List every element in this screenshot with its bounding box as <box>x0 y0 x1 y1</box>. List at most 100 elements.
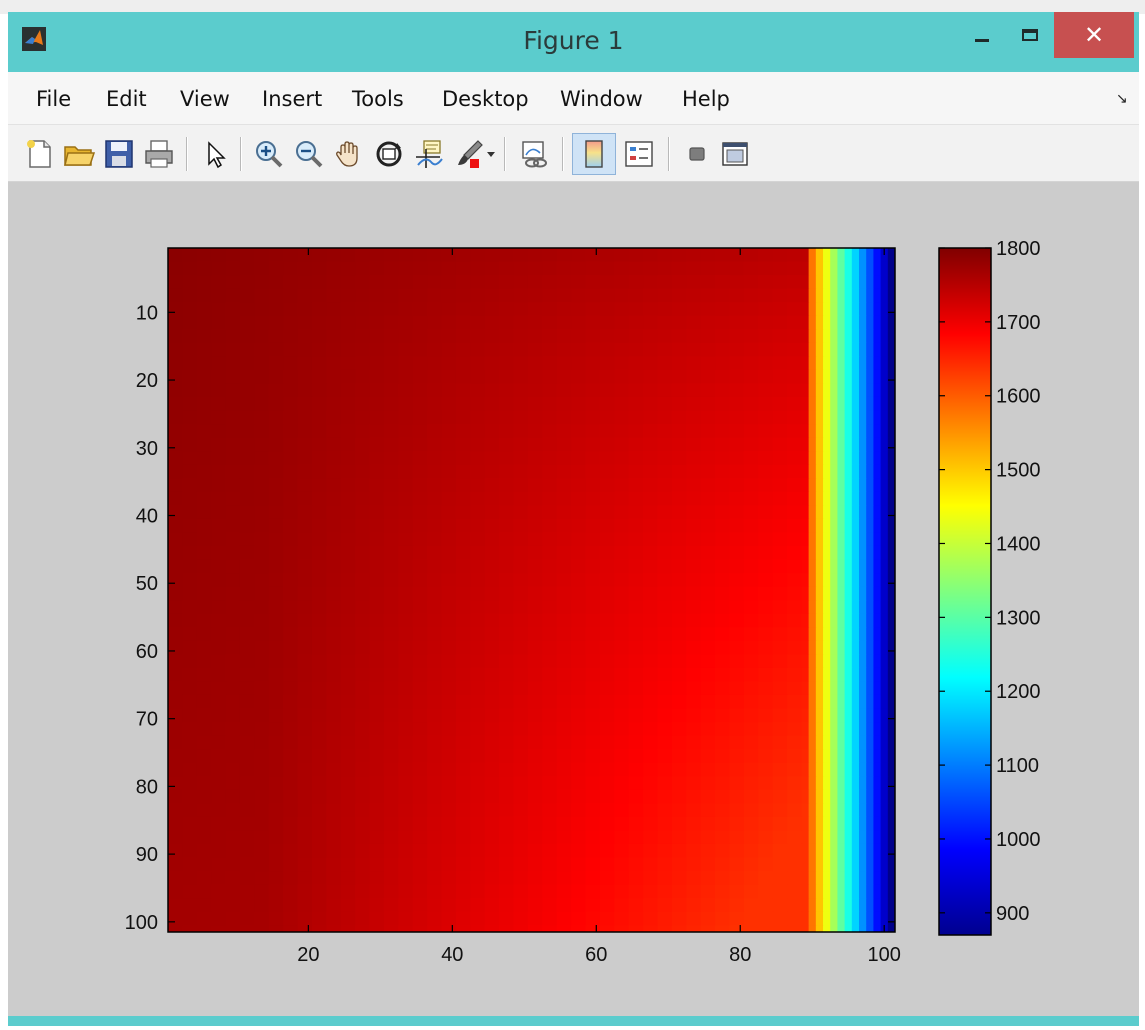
heatmap-cell <box>455 762 471 777</box>
heatmap-cell <box>513 911 529 926</box>
heatmap-cell <box>700 830 716 845</box>
heatmap-cell <box>585 843 601 859</box>
heatmap-cell <box>311 424 327 439</box>
menu-view[interactable]: View <box>180 87 230 111</box>
rotate-3d-icon[interactable] <box>372 137 406 171</box>
heatmap-cell <box>311 803 327 818</box>
data-cursor-icon[interactable] <box>412 137 446 171</box>
heatmap-cell <box>513 518 529 534</box>
heatmap-cell <box>441 925 457 932</box>
heatmap-cell <box>455 464 471 479</box>
link-plot-icon[interactable] <box>518 137 552 171</box>
heatmap-cell <box>801 871 810 886</box>
minimize-button[interactable] <box>958 12 1006 58</box>
heatmap-cell <box>657 464 673 479</box>
new-figure-icon[interactable] <box>22 137 56 171</box>
open-file-icon[interactable] <box>62 137 96 171</box>
heatmap-cell <box>700 816 716 832</box>
heatmap-cell <box>211 573 227 588</box>
dock-arrow-icon[interactable]: ↘ <box>1116 90 1128 106</box>
menu-tools[interactable]: Tools <box>352 87 404 111</box>
heatmap-cell <box>182 545 198 561</box>
heatmap-cell <box>369 925 385 932</box>
heatmap-cell <box>441 288 457 303</box>
heatmap-image[interactable] <box>168 248 896 939</box>
heatmap-cell <box>268 884 284 899</box>
heatmap-cell <box>527 803 543 818</box>
show-plot-tools-icon[interactable] <box>718 137 752 171</box>
print-icon[interactable] <box>142 137 176 171</box>
menu-desktop[interactable]: Desktop <box>442 87 529 111</box>
heatmap-cell <box>851 505 860 520</box>
colorbar[interactable] <box>938 247 992 936</box>
heatmap-cell <box>859 275 867 290</box>
heatmap-cell <box>887 342 895 357</box>
heatmap-cell <box>628 816 644 832</box>
heatmap-cell <box>211 464 227 479</box>
save-icon[interactable] <box>102 137 136 171</box>
menu-file[interactable]: File <box>36 87 72 111</box>
heatmap-cell <box>873 843 882 859</box>
heatmap-cell <box>657 735 673 750</box>
heatmap-cell <box>326 898 342 913</box>
insert-legend-icon[interactable] <box>622 137 656 171</box>
heatmap-cell <box>412 559 428 574</box>
heatmap-cell <box>686 600 702 615</box>
heatmap-cell <box>326 261 342 276</box>
heatmap-cell <box>643 342 659 357</box>
heatmap-cell <box>211 803 227 818</box>
heatmap-cell <box>671 573 687 588</box>
heatmap-cell <box>571 248 587 263</box>
menu-edit[interactable]: Edit <box>106 87 147 111</box>
pan-hand-icon[interactable] <box>332 137 366 171</box>
heatmap-cell <box>844 708 853 723</box>
heatmap-cell <box>808 451 817 466</box>
menu-window[interactable]: Window <box>560 87 643 111</box>
insert-colorbar-icon[interactable] <box>577 137 611 171</box>
heatmap-cell <box>527 749 543 764</box>
heatmap-cell <box>571 667 587 683</box>
heatmap-cell <box>211 654 227 669</box>
heatmap-cell <box>643 356 659 371</box>
heatmap-cell <box>556 735 572 750</box>
title-bar[interactable]: Figure 1 ✕ <box>8 12 1139 72</box>
heatmap-cell <box>484 640 500 655</box>
heatmap-cell <box>585 315 601 330</box>
heatmap-cell <box>340 803 356 818</box>
heatmap-cell <box>823 451 831 466</box>
heatmap-cell <box>484 586 500 601</box>
heatmap-cell <box>830 600 839 615</box>
heatmap-cell <box>470 396 486 412</box>
menu-insert[interactable]: Insert <box>262 87 323 111</box>
hide-plot-tools-icon[interactable] <box>680 137 714 171</box>
heatmap-cell <box>441 586 457 601</box>
heatmap-cell <box>700 857 716 872</box>
heatmap-cell <box>383 261 399 276</box>
menu-help[interactable]: Help <box>682 87 730 111</box>
brush-dropdown-icon[interactable] <box>484 137 498 171</box>
heatmap-cell <box>211 749 227 764</box>
heatmap-cell <box>866 830 875 845</box>
maximize-button[interactable] <box>1006 12 1054 58</box>
edit-plot-arrow-icon[interactable] <box>198 137 232 171</box>
heatmap-cell <box>254 749 270 764</box>
heatmap-cell <box>355 857 371 872</box>
heatmap-cell <box>470 735 486 750</box>
heatmap-cell <box>686 911 702 926</box>
heatmap-cell <box>455 424 471 439</box>
heatmap-cell <box>815 275 824 290</box>
heatmap-cell <box>499 722 515 737</box>
heatmap-cell <box>196 248 212 263</box>
zoom-in-icon[interactable] <box>252 137 286 171</box>
heatmap-cell <box>470 871 486 886</box>
zoom-out-icon[interactable] <box>292 137 326 171</box>
heatmap-cell <box>643 261 659 276</box>
brush-icon[interactable] <box>452 137 486 171</box>
heatmap-cell <box>383 478 399 493</box>
heatmap-cell <box>599 369 615 385</box>
heatmap-cell <box>225 464 241 479</box>
heatmap-cell <box>283 288 299 303</box>
heatmap-cell <box>743 491 759 506</box>
close-button[interactable]: ✕ <box>1054 12 1134 58</box>
heatmap-cell <box>455 816 471 832</box>
